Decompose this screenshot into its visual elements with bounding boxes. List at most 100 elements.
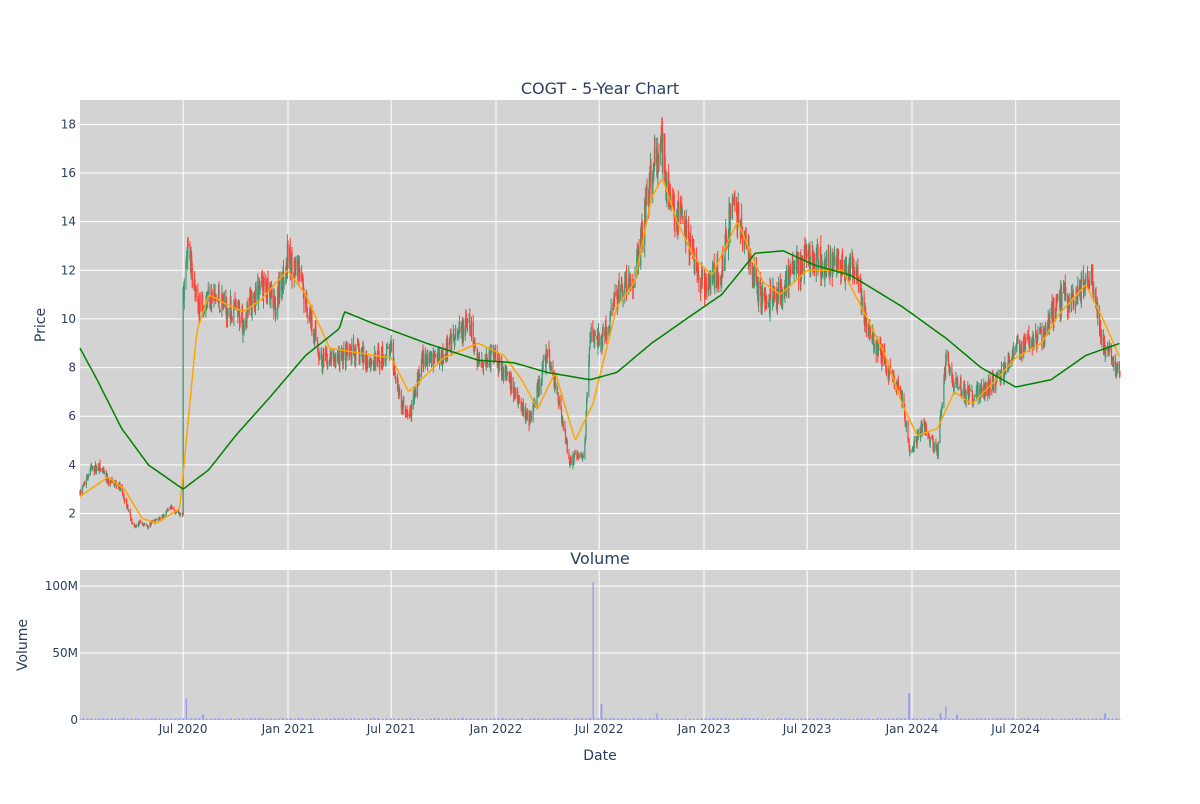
candle-body	[949, 367, 951, 371]
candle-body	[404, 405, 406, 414]
price-y-axis-label: Price	[33, 308, 49, 342]
volume-bar	[538, 718, 540, 720]
candle-body	[694, 257, 696, 276]
candle-body	[490, 349, 493, 353]
candle-body	[707, 273, 710, 293]
candle-body	[162, 514, 164, 518]
volume-bar	[305, 719, 307, 720]
candle-body	[274, 303, 277, 316]
volume-bar	[448, 718, 450, 720]
volume-bar	[179, 718, 181, 720]
volume-bar	[884, 719, 886, 720]
candle-body	[770, 285, 772, 298]
volume-bar	[114, 719, 116, 720]
volume-bar	[920, 719, 922, 720]
candle-body	[374, 352, 376, 368]
volume-bar	[329, 718, 330, 720]
candle-body	[110, 481, 112, 483]
volume-bar	[357, 719, 358, 720]
volume-bar	[408, 718, 410, 720]
candle-body	[265, 282, 267, 293]
volume-bar	[1019, 718, 1021, 720]
candle-body	[852, 255, 854, 275]
candle-body	[453, 339, 455, 342]
volume-bar	[269, 718, 271, 720]
volume-bar	[596, 718, 598, 720]
candle-body	[771, 299, 773, 301]
candle-body	[869, 330, 871, 337]
volume-bar	[832, 719, 834, 720]
volume-bar	[325, 718, 327, 720]
volume-bar	[640, 718, 642, 720]
volume-bar	[802, 719, 803, 720]
candle-body	[778, 282, 780, 296]
volume-bar	[381, 719, 382, 720]
volume-bar	[355, 718, 357, 720]
candle-body	[596, 336, 599, 347]
candle-body	[279, 280, 281, 291]
volume-bar	[564, 718, 566, 720]
candle-body	[335, 359, 337, 363]
candle-body	[766, 302, 768, 304]
volume-bar	[917, 718, 919, 720]
candle-body	[861, 295, 863, 309]
candle-body	[943, 381, 945, 406]
volume-bar	[306, 718, 308, 720]
volume-bar	[678, 719, 680, 720]
volume-bar	[1109, 718, 1111, 720]
volume-y-tick-label: 50M	[52, 646, 78, 660]
volume-bar	[556, 718, 558, 720]
volume-bar	[744, 718, 745, 720]
volume-bar	[337, 718, 338, 720]
volume-bar	[652, 718, 654, 720]
candle-body	[1007, 353, 1009, 371]
volume-bar	[545, 718, 547, 720]
candle-body	[600, 343, 602, 345]
volume-bar	[817, 718, 818, 720]
candle-body	[929, 437, 931, 444]
volume-bar	[173, 719, 175, 720]
candle-body	[723, 266, 726, 271]
candle-body	[965, 396, 967, 402]
candle-body	[109, 480, 111, 485]
candle-body	[332, 350, 335, 363]
candle-body	[964, 389, 967, 400]
volume-bar	[302, 718, 304, 720]
candle-body	[912, 446, 914, 449]
candle-body	[624, 282, 626, 294]
volume-bar	[349, 718, 351, 720]
volume-bar	[947, 718, 949, 720]
volume-bar	[835, 719, 837, 720]
volume-bar	[502, 718, 504, 720]
candle-body	[570, 458, 572, 465]
volume-bar	[605, 718, 606, 720]
candle-body	[505, 367, 507, 370]
candle-body	[812, 251, 814, 271]
candle-body	[150, 522, 152, 525]
volume-bar	[965, 718, 966, 720]
volume-bar	[159, 718, 161, 720]
volume-bar	[297, 718, 299, 720]
candle-body	[897, 381, 899, 390]
volume-bar	[479, 719, 480, 720]
volume-bar	[956, 714, 957, 720]
volume-bar	[960, 718, 961, 720]
volume-bar	[638, 718, 639, 720]
candle-body	[901, 396, 903, 404]
volume-bar	[495, 718, 496, 720]
volume-bar	[1005, 718, 1007, 720]
volume-bar	[257, 718, 259, 720]
volume-bar	[1091, 719, 1093, 720]
volume-bar	[227, 718, 229, 720]
volume-bar	[1012, 718, 1014, 720]
candle-body	[294, 260, 296, 270]
volume-bar	[628, 718, 630, 720]
candle-body	[421, 354, 423, 363]
volume-bar	[85, 718, 87, 720]
candle-body	[541, 367, 543, 382]
volume-bar	[402, 718, 403, 720]
price-chart-title: COGT - 5-Year Chart	[521, 79, 679, 98]
candle-body	[83, 483, 85, 485]
volume-bar	[1048, 719, 1050, 720]
volume-bar	[1093, 719, 1095, 720]
